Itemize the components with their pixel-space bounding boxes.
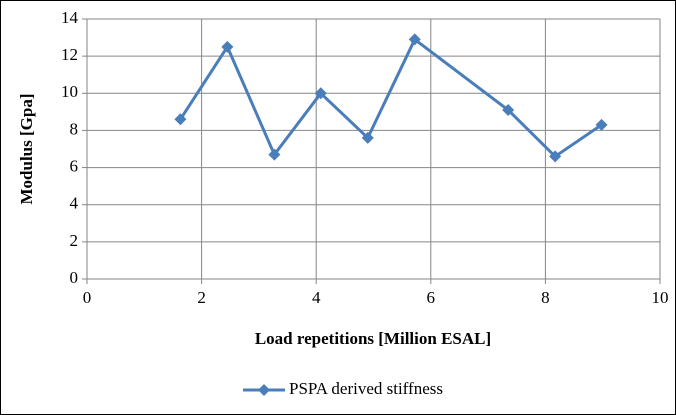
data-point <box>174 113 187 126</box>
legend-marker <box>258 384 270 396</box>
x-axis-title: Load repetitions [Million ESAL] <box>255 329 491 348</box>
data-point <box>408 33 421 46</box>
y-axis-title: Modulus [Gpa] <box>17 94 36 205</box>
data-point <box>595 118 608 131</box>
y-tick-label: 14 <box>61 8 79 27</box>
data-point <box>221 40 234 53</box>
x-tick-label: 4 <box>312 288 321 307</box>
data-point <box>268 148 281 161</box>
data-point <box>549 150 562 163</box>
x-tick-label: 2 <box>197 288 206 307</box>
x-tick-label: 8 <box>541 288 550 307</box>
y-tick-label: 4 <box>70 194 79 213</box>
y-tick-label: 2 <box>70 231 79 250</box>
x-tick-label: 6 <box>427 288 436 307</box>
data-point <box>314 87 327 100</box>
y-tick-label: 0 <box>70 268 79 287</box>
y-tick-label: 12 <box>61 45 78 64</box>
data-point <box>361 131 374 144</box>
x-tick-label: 0 <box>83 288 92 307</box>
y-tick-label: 8 <box>70 119 79 138</box>
y-tick-label: 10 <box>61 82 78 101</box>
x-tick-label: 10 <box>652 288 669 307</box>
y-tick-label: 6 <box>70 156 79 175</box>
data-point <box>502 104 515 116</box>
legend-label: PSPA derived stiffness <box>289 379 443 398</box>
